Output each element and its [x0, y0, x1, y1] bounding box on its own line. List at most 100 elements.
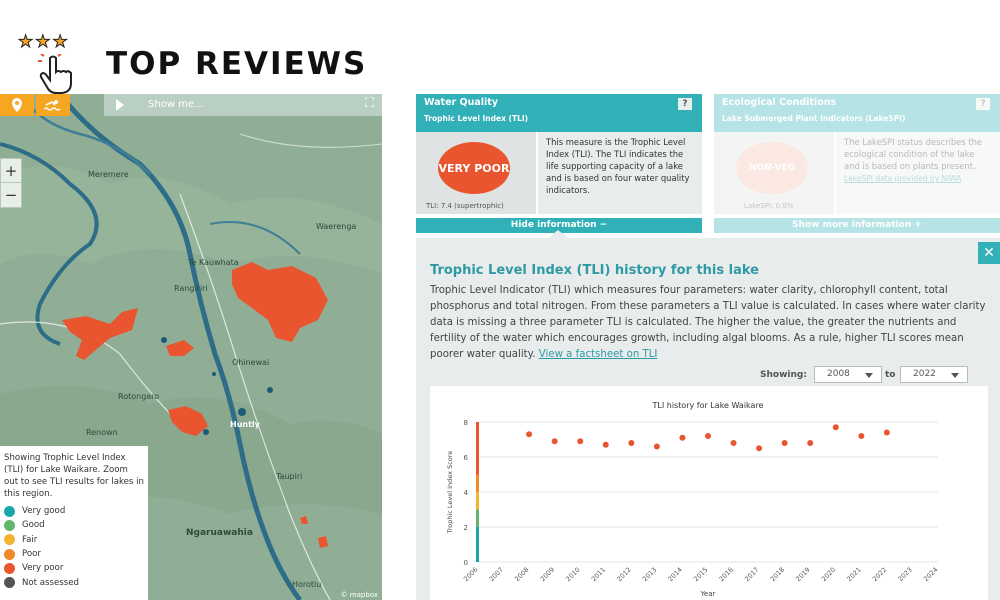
factsheet-link[interactable]: View a factsheet on TLI: [538, 349, 658, 360]
map-attribution[interactable]: © mapbox: [340, 591, 378, 599]
place-label: Huntly: [230, 420, 260, 429]
close-button[interactable]: ✕: [978, 242, 1000, 264]
data-point: [781, 440, 788, 446]
x-tick-label: 2013: [641, 566, 658, 583]
swim-layer-button[interactable]: [36, 94, 70, 116]
data-point: [858, 433, 865, 439]
data-point: [756, 445, 763, 452]
score-panel: NON-VEG LakeSPI: 0.0%: [714, 132, 834, 214]
x-tick-label: 2018: [769, 566, 786, 583]
lake-map[interactable]: Show me... ⛶ + − Meremere Te Kauwhata Wa…: [0, 94, 382, 600]
legend-swatch: [4, 577, 15, 589]
x-tick-label: 2022: [871, 566, 888, 583]
showing-label: Showing:: [760, 370, 807, 380]
data-point: [679, 434, 686, 441]
help-button[interactable]: ?: [678, 98, 692, 110]
legend-swatch: [4, 534, 15, 546]
y-tick-label: 8: [464, 419, 468, 427]
show-more-information-button[interactable]: Show more information +: [714, 218, 1000, 233]
zoom-control: + −: [0, 158, 22, 208]
water-quality-card: Water Quality Trophic Level Index (TLI) …: [416, 94, 702, 233]
x-tick-label: 2017: [743, 566, 760, 583]
fullscreen-icon[interactable]: ⛶: [364, 96, 374, 111]
card-subtitle: Trophic Level Index (TLI): [424, 114, 529, 123]
tli-chart: TLI history for Lake Waikare 0 2 4 6 8 2006 200…: [446, 401, 939, 598]
tli-band: [476, 474, 479, 492]
card-body: VERY POOR TLI: 7.4 (supertrophic) This m…: [416, 132, 702, 214]
card-subtitle: Lake Submerged Plant Indicators (LakeSPI…: [722, 114, 906, 123]
legend-item-poor: Poor: [4, 547, 144, 561]
niwa-link[interactable]: LakeSPI data provided by NIWA: [844, 174, 962, 183]
x-tick-label: 2016: [718, 566, 735, 583]
x-tick-label: 2019: [794, 566, 811, 583]
from-year-select[interactable]: 2008: [814, 366, 882, 383]
map-toolbar: Show me... ⛶: [0, 94, 382, 118]
brand-title: TOP REVIEWS: [106, 46, 368, 82]
x-tick-label: 2021: [845, 566, 862, 583]
data-point: [577, 438, 584, 445]
tli-chart-container: TLI history for Lake Waikare 0 2 4 6 8 2006 200…: [430, 386, 988, 600]
hide-information-button[interactable]: Hide information −: [416, 218, 702, 233]
swimmer-icon: [44, 100, 61, 111]
map-legend: Showing Trophic Level Index (TLI) for La…: [0, 446, 148, 600]
tli-band: [476, 527, 479, 562]
place-label: Rangiriri: [174, 284, 208, 293]
place-label: Te Kauwhata: [188, 258, 239, 267]
help-button[interactable]: ?: [976, 98, 990, 110]
zoom-in-button[interactable]: +: [1, 159, 21, 183]
legend-swatch: [4, 505, 15, 517]
x-tick-label: 2009: [539, 566, 556, 583]
card-header: Ecological Conditions Lake Submerged Pla…: [714, 94, 1000, 132]
play-icon[interactable]: [116, 99, 124, 111]
show-me-dropdown[interactable]: Show me...: [104, 94, 382, 116]
tli-band: [476, 422, 479, 475]
place-label: Waerenga: [316, 222, 357, 231]
panel-title: Trophic Level Index (TLI) history for th…: [430, 263, 759, 278]
tli-score: TLI: 7.4 (supertrophic): [426, 202, 504, 210]
data-point: [705, 433, 711, 439]
x-tick-label: 2007: [488, 566, 505, 583]
place-label: Renown: [86, 428, 118, 437]
tli-history-panel: ✕ Trophic Level Index (TLI) history for …: [416, 238, 1000, 600]
zoom-out-button[interactable]: −: [4, 186, 18, 204]
ecological-conditions-card: Ecological Conditions Lake Submerged Pla…: [714, 94, 1000, 233]
y-tick-label: 0: [464, 559, 468, 567]
card-title: Water Quality: [424, 97, 499, 108]
card-description: The LakeSPI status describes the ecologi…: [836, 132, 1000, 214]
star-icon: ★: [17, 32, 34, 52]
data-point: [628, 440, 635, 446]
x-tick-label: 2024: [922, 566, 939, 583]
panel-description: Trophic Level Indicator (TLI) which meas…: [430, 285, 986, 360]
data-point: [526, 431, 533, 438]
x-tick-label: 2023: [897, 566, 914, 583]
star-icon: ★: [52, 32, 68, 52]
chevron-down-icon: [951, 373, 959, 378]
score-panel: VERY POOR TLI: 7.4 (supertrophic): [416, 132, 536, 214]
location-pin-button[interactable]: [0, 94, 34, 116]
y-axis-label: Trophic Level Index Score: [446, 451, 454, 535]
card-description: This measure is the Trophic Level Index …: [538, 132, 702, 214]
legend-item-not-assessed: Not assessed: [4, 575, 144, 589]
x-tick-label: 2006: [462, 566, 479, 583]
tli-band: [476, 492, 479, 510]
status-badge: VERY POOR: [438, 142, 510, 194]
place-label: Ngaruawahia: [186, 528, 253, 538]
place-label: Horotiu: [292, 580, 322, 589]
data-point: [653, 443, 660, 450]
x-tick-label: 2014: [667, 566, 684, 583]
y-tick-label: 2: [464, 524, 468, 532]
panel-pointer: [546, 230, 570, 240]
tli-band: [476, 509, 479, 527]
legend-item-very-poor: Very poor: [4, 561, 144, 575]
place-label: Ohinewai: [232, 358, 270, 367]
x-axis-label: Year: [700, 590, 716, 598]
to-label: to: [885, 370, 896, 380]
card-title: Ecological Conditions: [722, 97, 837, 108]
x-tick-label: 2010: [564, 566, 581, 583]
to-year-select[interactable]: 2022: [900, 366, 968, 383]
x-tick-label: 2020: [820, 566, 837, 583]
legend-swatch: [4, 519, 15, 531]
pointing-hand-icon: [38, 54, 72, 94]
data-point: [807, 440, 814, 446]
